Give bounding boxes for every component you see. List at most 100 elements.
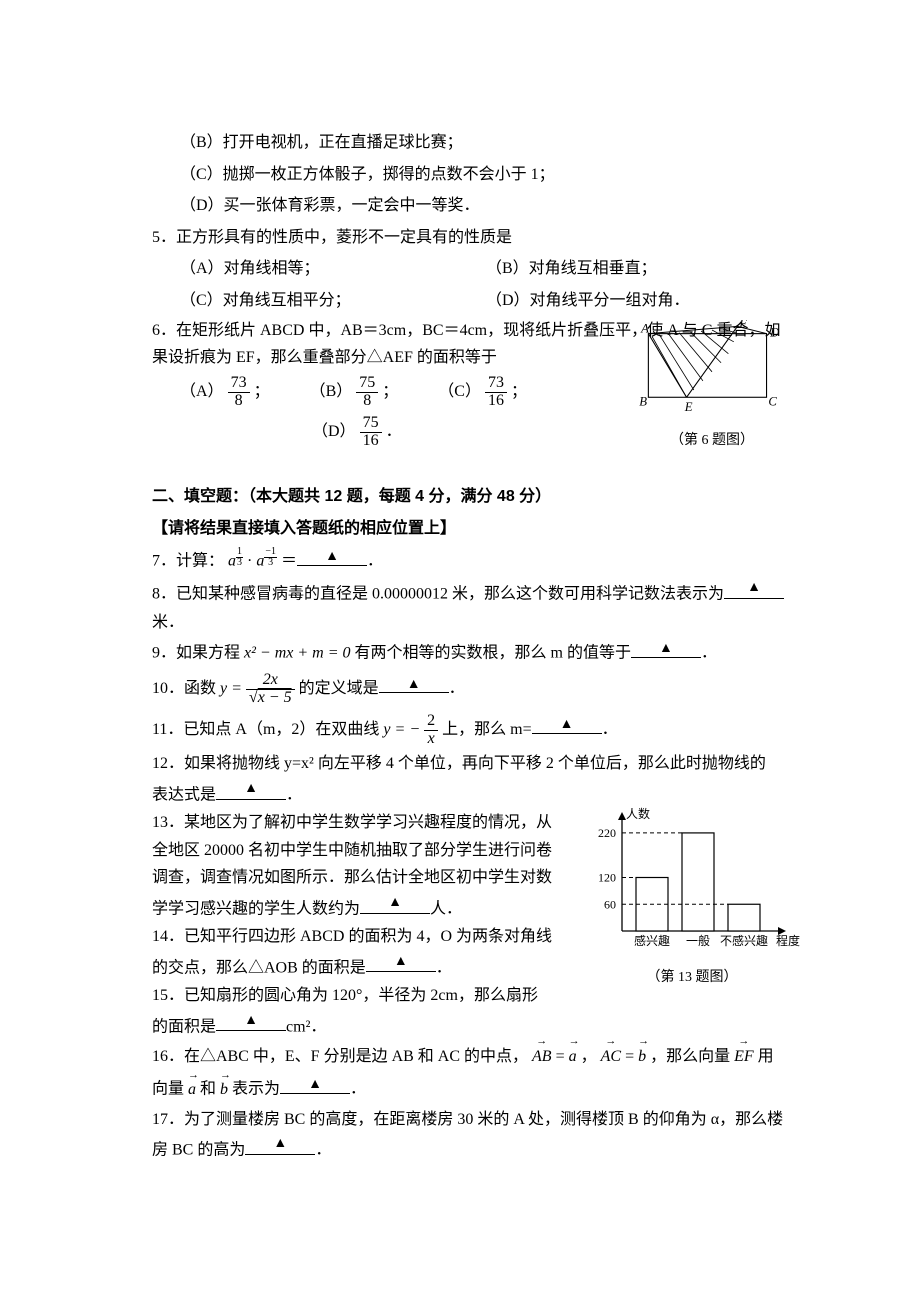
q16-eq2: =: [625, 1048, 638, 1065]
q16-vec-b2: b: [220, 1077, 228, 1103]
q10-mid: 的定义域是: [299, 680, 379, 697]
svg-text:人数: 人数: [626, 806, 650, 821]
q6-c-den: 16: [485, 392, 507, 410]
q8-l1-wrap: 8．已知某种感冒病毒的直径是 0.00000012 米，那么这个数可用科学记数法…: [152, 580, 792, 605]
q11-blank[interactable]: [532, 715, 602, 734]
q9-blank[interactable]: [631, 639, 701, 658]
q8-l2: 米．: [152, 612, 792, 634]
q6-b-lead: （B）: [310, 383, 353, 400]
q6-b-den: 8: [356, 392, 378, 410]
q16-c2: ，那么向量: [650, 1048, 734, 1065]
svg-text:C: C: [768, 394, 777, 408]
q16-pre: 16．在△ABC 中，E、F 分别是边 AB 和 AC 的中点，: [152, 1048, 528, 1065]
q10-rad: √: [249, 689, 258, 706]
q10-tail: ．: [449, 680, 465, 697]
q15-blank[interactable]: [216, 1013, 286, 1032]
q14-l2: 的交点，那么△AOB 的面积是 ．: [152, 954, 562, 979]
q13-svg: 60120220感兴趣一般不感兴趣人数程度: [582, 806, 802, 956]
q8-blank[interactable]: [724, 580, 784, 599]
q9-pre: 9．如果方程: [152, 645, 244, 662]
q6-a-num: 73: [228, 375, 250, 392]
svg-text:60: 60: [604, 898, 616, 912]
q16-blank[interactable]: [280, 1075, 350, 1094]
q13-l1: 13．某地区为了解初中学生数学学习兴趣程度的情况，从: [152, 812, 562, 834]
q16-vec-ef: EF: [734, 1044, 754, 1070]
q6-a-lead: （A）: [180, 383, 224, 400]
svg-text:感兴趣: 感兴趣: [634, 933, 670, 948]
q6-wrap: 6．在矩形纸片 ABCD 中，AB＝3cm，BC＝4cm，现将纸片折叠压平，使 …: [152, 320, 792, 450]
q16-vec-a: a: [569, 1044, 577, 1070]
q10-y: y =: [220, 680, 246, 697]
svg-text:一般: 一般: [686, 933, 710, 948]
q13-l4b: 人．: [430, 901, 462, 918]
q16-vec-ab: AB: [532, 1044, 552, 1070]
q6-b-num: 75: [356, 375, 378, 392]
q16-l2: 向量 a 和 b 表示为．: [152, 1075, 792, 1102]
svg-text:程度: 程度: [776, 933, 800, 948]
svg-text:A: A: [640, 321, 649, 335]
q12-blank[interactable]: [216, 781, 286, 800]
q8-l1: 8．已知某种感冒病毒的直径是 0.00000012 米，那么这个数可用科学记数法…: [152, 586, 724, 603]
q6-svg: A F D B E C: [632, 320, 792, 420]
q5-opt-a: （A）对角线相等；: [180, 256, 486, 282]
q13-caption: （第 13 题图）: [582, 967, 802, 989]
q13-blank[interactable]: [360, 895, 430, 914]
q5-opt-c: （C）对角线互相平分；: [180, 288, 486, 314]
q7-dot: ·: [247, 553, 256, 570]
q17-l1: 17．为了测量楼房 BC 的高度，在距离楼房 30 米的 A 处，测得楼顶 B …: [152, 1109, 792, 1131]
q7-blank[interactable]: [297, 547, 367, 566]
q7: 7．计算： a13 · a−13 ＝．: [152, 547, 792, 574]
svg-text:F: F: [738, 320, 747, 330]
q7-tail: ．: [367, 553, 383, 570]
q7-eq: ＝: [281, 553, 297, 570]
svg-text:120: 120: [598, 871, 616, 885]
q4-opt-b: （B）打开电视机，正在直播足球比赛；: [152, 130, 792, 156]
q11-num: 2: [424, 713, 438, 730]
q6-opt-d: （D） 7516 ．: [312, 423, 402, 440]
q5-stem: 5．正方形具有的性质中，菱形不一定具有的性质是: [152, 225, 792, 251]
svg-text:不感兴趣: 不感兴趣: [720, 933, 768, 948]
q5-opt-d: （D）对角线平分一组对角．: [486, 288, 792, 314]
q6-opt-b: （B） 758 ；: [310, 375, 399, 410]
q5-opt-b: （B）对角线互相垂直；: [486, 256, 792, 282]
section2-title: 二、填空题：（本大题共 12 题，每题 4 分，满分 48 分）: [152, 484, 792, 510]
q16-l2a: 向量: [152, 1081, 188, 1098]
q15-l2a: 的面积是: [152, 1018, 216, 1035]
q10-den: x − 5: [258, 689, 292, 706]
q6-d-den: 16: [360, 432, 382, 450]
q6-c-lead: （C）: [438, 383, 481, 400]
q6-figure: A F D B E C （第 6 题图）: [632, 320, 792, 453]
q9-expr: x² − mx + m = 0: [244, 645, 351, 662]
q6-a-den: 8: [228, 392, 250, 410]
q6-b-tail: ；: [382, 383, 398, 400]
q13-l4a: 学学习感兴趣的学生人数约为: [152, 901, 360, 918]
q12-l2b: ．: [286, 787, 302, 804]
q16-eq1: =: [556, 1048, 569, 1065]
q14-l2a: 的交点，那么△AOB 的面积是: [152, 959, 366, 976]
q7-e2d: 3: [264, 557, 277, 568]
q12-l1: 12．如果将抛物线 y=x² 向左平移 4 个单位，再向下平移 2 个单位后，那…: [152, 753, 792, 775]
q16-vec-ac: AC: [601, 1044, 621, 1070]
q17-l2b: ．: [315, 1142, 331, 1159]
q7-a2: a: [256, 553, 264, 570]
q17-l2a: 房 BC 的高为: [152, 1142, 245, 1159]
svg-text:E: E: [684, 399, 693, 413]
q17-blank[interactable]: [245, 1136, 315, 1155]
q11-mid: 上，那么 m=: [442, 721, 531, 738]
svg-text:D: D: [769, 325, 779, 339]
q14-blank[interactable]: [366, 954, 436, 973]
q14-l2b: ．: [436, 959, 452, 976]
q13-l4: 学学习感兴趣的学生人数约为 人．: [152, 895, 562, 920]
q7-e2n: 1: [271, 546, 276, 557]
q13-l2: 全地区 20000 名初中学生中随机抽取了部分学生进行问卷: [152, 840, 562, 862]
q10-pre: 10．函数: [152, 680, 220, 697]
q12-l2: 表达式是．: [152, 781, 792, 806]
q13-wrap: 60120220感兴趣一般不感兴趣人数程度 （第 13 题图） 13．某地区为了…: [152, 812, 792, 1038]
q16-c1: ，: [581, 1048, 597, 1065]
q6-caption: （第 6 题图）: [632, 430, 792, 452]
q11: 11．已知点 A（m，2）在双曲线 y = − 2x 上，那么 m=．: [152, 713, 792, 748]
q7-pre: 7．计算：: [152, 553, 224, 570]
q10-blank[interactable]: [379, 675, 449, 694]
q16-vec-b: b: [638, 1044, 646, 1070]
q6-d-lead: （D）: [312, 423, 356, 440]
